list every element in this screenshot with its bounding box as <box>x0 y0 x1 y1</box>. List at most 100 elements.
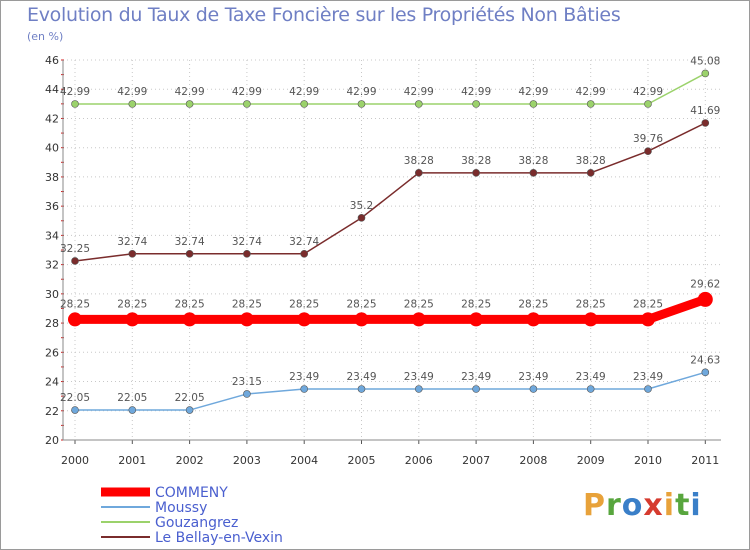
proxiti-logo: Proxiti <box>583 488 702 523</box>
data-label-commeny: 28.25 <box>289 298 319 310</box>
data-point-moussy <box>243 390 251 398</box>
data-point-commeny <box>68 312 82 327</box>
data-point-le-bellay-en-vexin <box>414 169 423 177</box>
x-tick-label: 2011 <box>691 454 719 467</box>
data-label-moussy: 22.05 <box>60 392 90 404</box>
data-point-commeny <box>239 312 254 327</box>
data-label-moussy: 23.49 <box>518 371 548 383</box>
y-tick-label: 36 <box>45 200 59 213</box>
data-point-moussy <box>185 406 194 414</box>
data-label-commeny: 28.25 <box>175 298 205 310</box>
data-label-commeny: 28.25 <box>346 298 376 310</box>
y-tick-label: 44 <box>45 83 59 96</box>
data-label-gouzangrez: 42.99 <box>232 86 262 98</box>
y-tick-label: 38 <box>45 171 59 184</box>
data-point-moussy <box>529 385 538 393</box>
x-tick-label: 2004 <box>290 454 318 467</box>
data-label-le-bellay-en-vexin: 38.28 <box>518 155 548 167</box>
data-label-moussy: 23.49 <box>289 371 319 383</box>
data-point-gouzangrez <box>243 100 251 108</box>
plot-area <box>63 60 721 440</box>
data-point-le-bellay-en-vexin <box>300 250 309 258</box>
data-point-moussy <box>414 385 423 393</box>
x-tick-label: 2010 <box>634 454 662 467</box>
data-point-le-bellay-en-vexin <box>529 169 538 177</box>
logo-letter: r <box>606 488 622 523</box>
data-label-commeny: 28.25 <box>117 298 147 310</box>
data-label-gouzangrez: 42.99 <box>289 86 319 98</box>
data-point-moussy <box>701 368 710 377</box>
data-label-le-bellay-en-vexin: 38.28 <box>461 155 491 167</box>
data-point-gouzangrez <box>357 100 366 108</box>
data-point-commeny <box>411 312 426 327</box>
x-tick-label: 2006 <box>405 454 433 467</box>
y-tick-label: 28 <box>45 317 59 330</box>
data-label-le-bellay-en-vexin: 32.74 <box>175 236 205 248</box>
y-tick-label: 30 <box>45 288 59 301</box>
data-label-gouzangrez: 42.99 <box>518 86 548 98</box>
y-tick-label: 42 <box>45 112 59 125</box>
data-label-gouzangrez: 42.99 <box>60 86 90 98</box>
data-label-le-bellay-en-vexin: 32.25 <box>60 243 90 255</box>
data-label-gouzangrez: 42.99 <box>175 86 205 98</box>
data-label-le-bellay-en-vexin: 35.2 <box>350 200 373 212</box>
data-label-moussy: 23.49 <box>404 371 434 383</box>
data-point-gouzangrez <box>644 100 652 108</box>
data-label-moussy: 23.49 <box>461 371 491 383</box>
x-tick-label: 2003 <box>233 454 261 467</box>
data-label-gouzangrez: 42.99 <box>461 86 491 98</box>
data-label-commeny: 28.25 <box>633 298 663 310</box>
data-label-moussy: 23.15 <box>232 376 262 388</box>
data-label-le-bellay-en-vexin: 32.74 <box>117 236 147 248</box>
x-tick-label: 2009 <box>577 454 605 467</box>
data-point-gouzangrez <box>472 100 480 108</box>
logo-letter: o <box>621 488 644 523</box>
y-tick-label: 24 <box>45 376 59 389</box>
chart-subtitle: (en %) <box>27 30 64 43</box>
data-label-commeny: 28.25 <box>518 298 548 310</box>
data-point-commeny <box>354 312 369 327</box>
data-label-moussy: 23.49 <box>633 371 663 383</box>
data-label-le-bellay-en-vexin: 38.28 <box>576 155 606 167</box>
data-label-le-bellay-en-vexin: 32.74 <box>289 236 319 248</box>
data-label-commeny: 29.62 <box>690 278 720 290</box>
data-label-le-bellay-en-vexin: 39.76 <box>633 133 663 145</box>
data-label-moussy: 22.05 <box>117 392 147 404</box>
logo-letter: i <box>690 488 702 523</box>
data-point-gouzangrez <box>529 100 538 108</box>
series-line-gouzangrez <box>74 72 707 105</box>
x-tick-label: 2002 <box>176 454 204 467</box>
data-point-commeny <box>182 312 197 327</box>
x-tick-label: 2005 <box>348 454 376 467</box>
data-label-commeny: 28.25 <box>404 298 434 310</box>
data-point-commeny <box>526 312 541 327</box>
data-point-commeny <box>641 312 655 327</box>
data-point-commeny <box>125 312 140 327</box>
data-point-le-bellay-en-vexin <box>71 257 79 265</box>
legend-label-le-bellay-en-vexin: Le Bellay-en-Vexin <box>155 530 283 546</box>
logo-letter: t <box>675 488 691 523</box>
data-label-le-bellay-en-vexin: 32.74 <box>232 236 262 248</box>
data-point-moussy <box>300 385 309 393</box>
x-tick-label: 2008 <box>519 454 547 467</box>
y-tick-label: 22 <box>45 405 59 418</box>
y-tick-label: 46 <box>45 54 59 67</box>
data-point-moussy <box>586 385 595 393</box>
x-tick-label: 2001 <box>118 454 146 467</box>
data-point-commeny <box>697 291 713 307</box>
data-label-gouzangrez: 45.08 <box>690 55 720 67</box>
data-point-gouzangrez <box>586 100 595 108</box>
chart-title: Evolution du Taux de Taxe Foncière sur l… <box>27 4 621 26</box>
logo-letter: x <box>643 488 664 523</box>
data-point-le-bellay-en-vexin <box>243 250 251 258</box>
data-point-commeny <box>297 312 312 327</box>
y-tick-label: 26 <box>45 346 59 359</box>
data-label-commeny: 28.25 <box>576 298 606 310</box>
data-label-moussy: 22.05 <box>175 392 205 404</box>
data-point-moussy <box>71 406 79 414</box>
data-point-gouzangrez <box>128 100 137 108</box>
data-label-gouzangrez: 42.99 <box>576 86 606 98</box>
data-point-commeny <box>583 312 598 327</box>
data-label-moussy: 23.49 <box>346 371 376 383</box>
